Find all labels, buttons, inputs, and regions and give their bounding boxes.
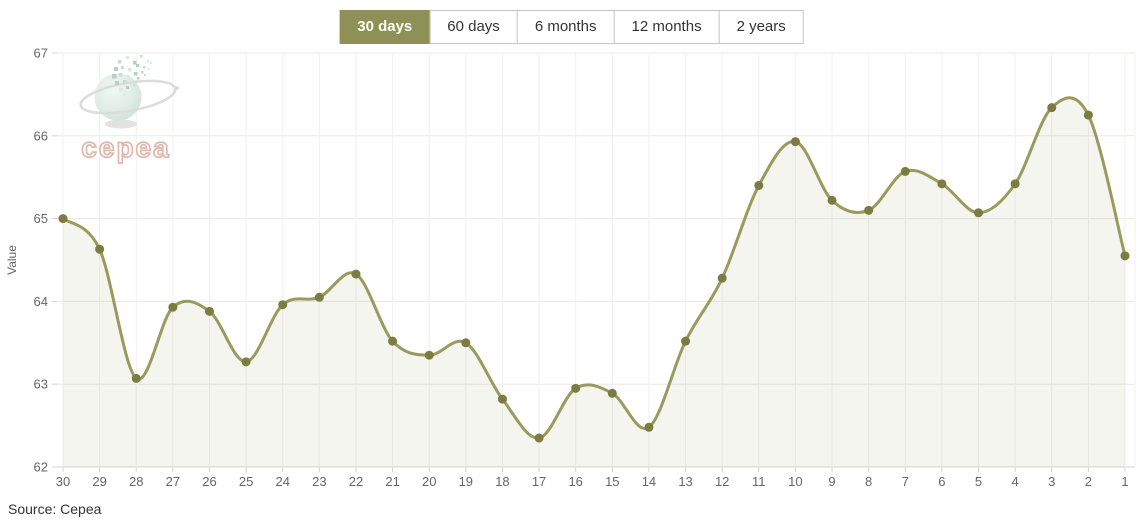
x-tick-label: 6 bbox=[938, 474, 945, 489]
range-button-30-days[interactable]: 30 days bbox=[339, 10, 431, 45]
data-point-day-11[interactable] bbox=[754, 180, 764, 190]
range-button-6-months[interactable]: 6 months bbox=[516, 10, 615, 45]
y-tick-label: 62 bbox=[34, 460, 48, 475]
y-tick-label: 64 bbox=[34, 294, 48, 309]
x-tick-label: 1 bbox=[1121, 474, 1128, 489]
globe-shadow-ellipse bbox=[105, 119, 137, 129]
data-point-day-23[interactable] bbox=[314, 292, 324, 302]
source-label: Source: Cepea bbox=[8, 501, 102, 517]
data-point-day-9[interactable] bbox=[827, 195, 837, 205]
orbit-tip-dot bbox=[175, 86, 179, 90]
x-tick-label: 3 bbox=[1048, 474, 1055, 489]
value-series bbox=[61, 96, 1127, 468]
data-point-day-16[interactable] bbox=[571, 383, 581, 393]
x-tick-label: 4 bbox=[1012, 474, 1019, 489]
x-tick-label: 2 bbox=[1085, 474, 1092, 489]
series-line bbox=[61, 96, 1127, 440]
x-tick-label: 19 bbox=[459, 474, 473, 489]
range-button-60-days[interactable]: 60 days bbox=[429, 10, 518, 45]
data-point-day-7[interactable] bbox=[900, 166, 910, 176]
y-axis-title: Value bbox=[5, 245, 19, 275]
data-points bbox=[58, 103, 1130, 443]
data-point-day-10[interactable] bbox=[790, 137, 800, 147]
data-point-day-5[interactable] bbox=[974, 208, 984, 218]
data-point-day-22[interactable] bbox=[351, 269, 361, 279]
data-point-day-3[interactable] bbox=[1047, 103, 1057, 113]
data-point-day-1[interactable] bbox=[1120, 251, 1130, 261]
x-tick-label: 29 bbox=[92, 474, 106, 489]
data-point-day-17[interactable] bbox=[534, 433, 544, 443]
globe-icon bbox=[94, 73, 142, 121]
x-tick-label: 27 bbox=[166, 474, 180, 489]
area-fill bbox=[63, 97, 1125, 468]
data-point-day-24[interactable] bbox=[278, 300, 288, 310]
cepea-watermark: cepea bbox=[79, 55, 179, 164]
data-point-day-29[interactable] bbox=[95, 244, 105, 254]
x-tick-label: 10 bbox=[788, 474, 802, 489]
data-point-day-20[interactable] bbox=[424, 350, 434, 360]
data-point-day-12[interactable] bbox=[717, 273, 727, 283]
data-point-day-14[interactable] bbox=[644, 422, 654, 432]
x-tick-label: 8 bbox=[865, 474, 872, 489]
x-tick-label: 13 bbox=[678, 474, 692, 489]
y-tick-label: 66 bbox=[34, 128, 48, 143]
x-tick-label: 9 bbox=[828, 474, 835, 489]
y-tick-label: 63 bbox=[34, 377, 48, 392]
data-point-day-19[interactable] bbox=[461, 338, 471, 348]
x-tick-label: 17 bbox=[532, 474, 546, 489]
x-tick-label: 21 bbox=[385, 474, 399, 489]
data-point-day-2[interactable] bbox=[1083, 110, 1093, 120]
y-tick-label: 65 bbox=[34, 211, 48, 226]
data-point-day-21[interactable] bbox=[388, 336, 398, 346]
x-tick-label: 24 bbox=[275, 474, 289, 489]
x-tick-label: 7 bbox=[902, 474, 909, 489]
data-point-day-30[interactable] bbox=[58, 214, 68, 224]
x-tick-label: 20 bbox=[422, 474, 436, 489]
data-point-day-4[interactable] bbox=[1010, 179, 1020, 189]
x-tick-label: 12 bbox=[715, 474, 729, 489]
y-tick-label: 67 bbox=[34, 46, 48, 61]
data-point-day-6[interactable] bbox=[937, 179, 947, 189]
x-tick-label: 18 bbox=[495, 474, 509, 489]
gridlines bbox=[52, 52, 1136, 472]
data-point-day-18[interactable] bbox=[497, 394, 507, 404]
data-point-day-25[interactable] bbox=[241, 357, 251, 367]
x-tick-label: 15 bbox=[605, 474, 619, 489]
data-point-day-15[interactable] bbox=[607, 388, 617, 398]
range-selector: 30 days 60 days 6 months 12 months 2 years bbox=[339, 10, 804, 45]
data-point-day-28[interactable] bbox=[131, 373, 141, 383]
data-point-day-13[interactable] bbox=[681, 336, 691, 346]
data-point-day-8[interactable] bbox=[864, 205, 874, 215]
data-point-day-26[interactable] bbox=[204, 306, 214, 316]
cepea-logo-text: cepea bbox=[81, 132, 170, 163]
x-tick-label: 23 bbox=[312, 474, 326, 489]
range-button-2-years[interactable]: 2 years bbox=[718, 10, 804, 45]
x-tick-label: 16 bbox=[568, 474, 582, 489]
x-tick-label: 26 bbox=[202, 474, 216, 489]
x-tick-label: 14 bbox=[642, 474, 656, 489]
x-tick-label: 28 bbox=[129, 474, 143, 489]
x-tick-label: 30 bbox=[56, 474, 70, 489]
x-tick-label: 25 bbox=[239, 474, 253, 489]
data-point-day-27[interactable] bbox=[168, 302, 178, 312]
x-tick-label: 11 bbox=[752, 474, 766, 489]
x-tick-label: 5 bbox=[975, 474, 982, 489]
x-tick-label: 22 bbox=[349, 474, 363, 489]
range-button-12-months[interactable]: 12 months bbox=[613, 10, 720, 45]
